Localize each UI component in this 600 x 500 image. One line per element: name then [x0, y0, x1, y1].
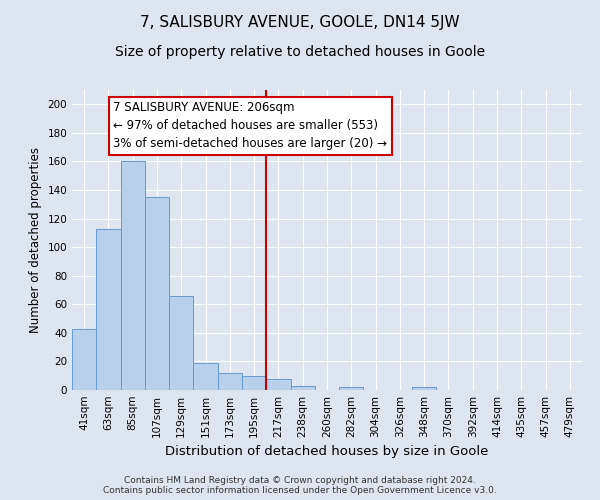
Bar	[169, 296, 193, 390]
Bar	[193, 363, 218, 390]
Text: Contains HM Land Registry data © Crown copyright and database right 2024.
Contai: Contains HM Land Registry data © Crown c…	[103, 476, 497, 495]
Bar	[290, 386, 315, 390]
Bar	[218, 373, 242, 390]
X-axis label: Distribution of detached houses by size in Goole: Distribution of detached houses by size …	[166, 446, 488, 458]
Bar	[339, 387, 364, 390]
Text: 7 SALISBURY AVENUE: 206sqm
← 97% of detached houses are smaller (553)
3% of semi: 7 SALISBURY AVENUE: 206sqm ← 97% of deta…	[113, 102, 387, 150]
Bar	[145, 197, 169, 390]
Text: Size of property relative to detached houses in Goole: Size of property relative to detached ho…	[115, 45, 485, 59]
Bar	[412, 387, 436, 390]
Bar	[121, 162, 145, 390]
Text: 7, SALISBURY AVENUE, GOOLE, DN14 5JW: 7, SALISBURY AVENUE, GOOLE, DN14 5JW	[140, 15, 460, 30]
Bar	[242, 376, 266, 390]
Y-axis label: Number of detached properties: Number of detached properties	[29, 147, 42, 333]
Bar	[72, 328, 96, 390]
Bar	[96, 228, 121, 390]
Bar	[266, 378, 290, 390]
